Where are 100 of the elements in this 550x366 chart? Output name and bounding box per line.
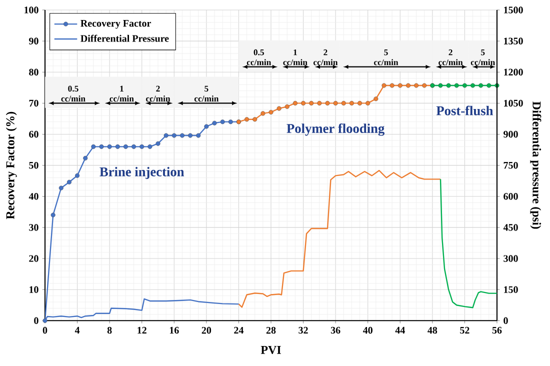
legend-label: Differential Pressure	[80, 34, 169, 42]
x-tick-label: 56	[492, 326, 502, 334]
point	[382, 83, 386, 88]
point	[75, 173, 80, 178]
point	[349, 100, 354, 106]
point	[244, 117, 250, 122]
annotation: Brine injection	[100, 166, 184, 180]
x-tick-label: 28	[266, 326, 276, 334]
x-tick-label: 24	[234, 326, 244, 334]
point	[284, 104, 290, 109]
point	[164, 133, 168, 138]
point	[156, 141, 160, 146]
point	[390, 83, 394, 88]
band-label: 2 cc/min	[146, 86, 170, 102]
point	[317, 100, 322, 106]
x-tick-label: 52	[460, 326, 470, 334]
y2-tick-label: 450	[503, 224, 518, 231]
band-label: 5 cc/min	[374, 49, 398, 66]
point	[309, 100, 314, 106]
band-label: 1 cc/min	[283, 49, 308, 66]
y2-tick-label: 1050	[504, 100, 523, 107]
y2-tick-label: 0	[504, 317, 508, 324]
point	[333, 100, 338, 106]
point	[301, 100, 306, 106]
point	[414, 83, 419, 88]
point	[188, 133, 193, 138]
point	[50, 212, 56, 218]
point	[204, 124, 209, 129]
y2-tick-label: 600	[504, 193, 518, 200]
y-tick-label: 90	[29, 38, 38, 44]
point	[66, 180, 72, 184]
band-label: 1 cc/min	[110, 86, 134, 102]
point	[212, 120, 217, 126]
y-axis-title: Recovery Factor (%)	[6, 112, 17, 220]
point	[422, 83, 427, 88]
point	[252, 117, 258, 122]
y-tick-label: 70	[29, 100, 38, 107]
y2-tick-label: 1200	[504, 68, 523, 76]
point	[180, 133, 184, 138]
legend-label: Recovery Factor	[80, 20, 151, 29]
point	[91, 144, 96, 149]
x-tick-label: 8	[107, 326, 112, 334]
y2-tick-label: 1500	[504, 6, 523, 14]
point	[148, 144, 152, 149]
point	[107, 144, 112, 149]
point	[132, 144, 136, 149]
annotation: Post-flush	[436, 106, 494, 116]
point	[341, 100, 346, 106]
point	[99, 144, 104, 149]
y-tick-label: 40	[28, 193, 38, 200]
y-tick-label: 100	[24, 6, 38, 14]
x-tick-label: 48	[428, 326, 438, 334]
point	[454, 83, 459, 88]
band-label: 2 cc/min	[313, 49, 338, 66]
point	[42, 318, 48, 323]
point	[478, 83, 484, 88]
point	[406, 83, 410, 88]
point	[276, 106, 282, 111]
point	[366, 100, 370, 106]
y-tick-label: 60	[29, 130, 38, 138]
y-tick-label: 0	[34, 317, 38, 324]
x-tick-label: 36	[330, 326, 340, 334]
x-tick-label: 4	[74, 326, 80, 334]
x-tick-label: 44	[395, 326, 405, 334]
point	[58, 186, 64, 190]
y2-tick-label: 900	[504, 130, 518, 138]
point	[292, 100, 298, 106]
point	[260, 111, 266, 116]
x-tick-label: 32	[298, 326, 308, 334]
y-tick-label: 20	[29, 255, 38, 262]
point	[172, 133, 176, 138]
x-axis-title: PVI	[260, 346, 281, 354]
band-label: 0.5 cc/min	[61, 86, 86, 102]
point	[115, 144, 120, 149]
band-label: 5 cc/min	[470, 49, 496, 66]
point	[470, 83, 476, 88]
point	[228, 120, 233, 124]
y-tick-label: 10	[30, 286, 38, 293]
point	[196, 133, 201, 138]
point	[486, 83, 492, 88]
point	[358, 100, 362, 106]
band-label: 5 cc/min	[194, 86, 219, 102]
y2-tick-label: 750	[504, 162, 518, 169]
point	[220, 120, 225, 124]
x-tick-label: 40	[363, 326, 372, 334]
point	[268, 110, 274, 114]
point	[446, 83, 451, 88]
x-tick-label: 12	[138, 326, 146, 334]
annotation: Polymer flooding	[286, 123, 385, 136]
line-series	[440, 178, 497, 308]
y-tick-label: 30	[29, 224, 38, 231]
point	[325, 100, 330, 106]
x-tick-label: 16	[170, 326, 179, 334]
band-label: 0.5 cc/min	[246, 49, 272, 66]
band-label: 2 cc/min	[438, 49, 463, 66]
y2-tick-label: 1350	[504, 38, 523, 44]
y2-tick-label: 300	[504, 255, 518, 262]
y2-axis-title: Differentia pressure (psi)	[530, 102, 542, 229]
point	[374, 96, 378, 102]
y-tick-label: 50	[29, 162, 38, 169]
